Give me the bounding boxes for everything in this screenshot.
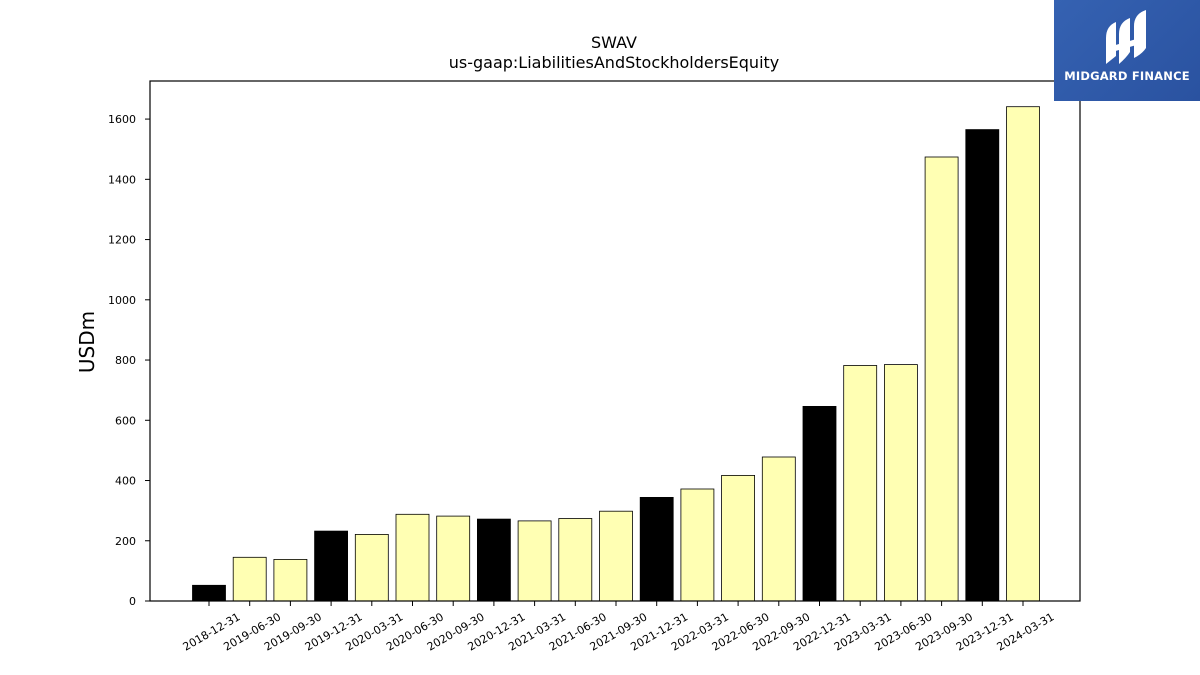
bar-2023-06-30: [884, 364, 918, 602]
bar-2022-03-31: [680, 488, 715, 602]
y-tick-label: 600: [115, 414, 136, 427]
bar-2022-12-31: [802, 405, 837, 602]
bar-2020-12-31: [476, 518, 511, 602]
y-tick-label: 1400: [108, 173, 136, 186]
bar-2020-09-30: [436, 515, 471, 602]
bar-2019-06-30: [232, 556, 267, 602]
y-tick-label: 1200: [108, 234, 136, 247]
bar-2021-03-31: [517, 520, 552, 602]
y-tick-label: 800: [115, 354, 136, 367]
brand-name: MIDGARD FINANCE: [1064, 69, 1190, 83]
bar-2022-06-30: [721, 474, 755, 602]
bar-2018-12-31: [192, 584, 226, 602]
bar-2023-03-31: [843, 365, 878, 602]
chart-subtitle: us-gaap:LiabilitiesAndStockholdersEquity: [449, 53, 780, 72]
bar-2021-12-31: [639, 496, 674, 602]
bar-2019-09-30: [273, 559, 308, 602]
y-tick-label: 400: [115, 475, 136, 488]
bar-2019-12-31: [314, 530, 349, 602]
y-tick-label: 200: [115, 535, 136, 548]
chart-title: SWAV: [591, 33, 637, 52]
bar-2020-03-31: [354, 534, 389, 602]
bar-2022-09-30: [761, 456, 796, 602]
y-tick-label: 1600: [108, 113, 136, 126]
y-axis-ticks: 0 200 400 600 800 1000 1200 1400 1600: [108, 113, 150, 608]
bar-2024-03-31: [1006, 106, 1040, 602]
bars-group: [192, 106, 1040, 602]
brand-logo: MIDGARD FINANCE: [1054, 0, 1200, 101]
bar-2021-09-30: [599, 510, 633, 602]
bar-2021-06-30: [558, 518, 593, 602]
y-axis-label: USDm: [75, 311, 99, 373]
y-tick-label: 0: [129, 595, 136, 608]
bar-2023-09-30: [924, 156, 959, 602]
y-tick-label: 1000: [108, 294, 136, 307]
plot-frame: [149, 80, 1081, 602]
x-axis-ticks: 2018-12-312019-06-302019-09-302019-12-31…: [181, 601, 1057, 654]
midgard-logo-icon: [1106, 10, 1146, 64]
bar-2023-12-31: [965, 129, 1000, 602]
bar-2020-06-30: [395, 513, 430, 602]
